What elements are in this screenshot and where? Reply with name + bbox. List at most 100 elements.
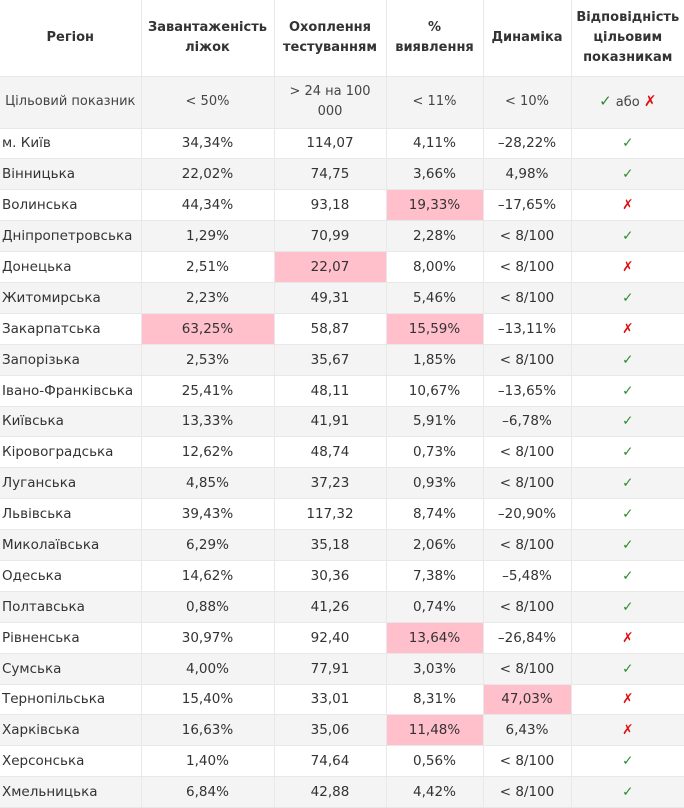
value-cell: < 8/100 xyxy=(483,653,572,685)
value-cell: 7,38% xyxy=(386,560,484,592)
value-cell: < 8/100 xyxy=(483,529,572,561)
value-cell: 74,75 xyxy=(274,158,387,191)
compliance-cell: ✓ xyxy=(571,745,684,778)
value-cell: 58,87 xyxy=(274,313,387,345)
value-cell: 2,06% xyxy=(386,529,484,561)
header-cell: Відповідність цільовим показникам xyxy=(571,0,684,77)
value-cell: 8,00% xyxy=(386,251,484,283)
value-cell: 25,41% xyxy=(141,375,275,407)
value-cell: 3,66% xyxy=(386,158,484,191)
value-cell: 2,53% xyxy=(141,344,275,376)
value-cell: 10,67% xyxy=(386,375,484,407)
compliance-cell: ✗ xyxy=(571,714,684,747)
compliance-cell: ✓ xyxy=(571,220,684,253)
region-cell: Житомирська xyxy=(0,282,142,314)
compliance-cell: ✓ xyxy=(571,158,684,191)
table-row: Кіровоградська 12,62% 48,74 0,73% < 8/100 ✓ xyxy=(0,436,684,469)
value-cell: 49,31 xyxy=(274,282,387,314)
target-value: < 11% xyxy=(386,76,484,129)
table-row: Херсонська 1,40% 74,64 0,56% < 8/100 ✓ xyxy=(0,745,684,778)
compliance-cell: ✓ xyxy=(571,653,684,685)
value-cell: 30,36 xyxy=(274,560,387,592)
region-cell: Миколаївська xyxy=(0,529,142,561)
value-cell: 12,62% xyxy=(141,436,275,469)
compliance-cell: ✗ xyxy=(571,313,684,345)
value-cell: < 8/100 xyxy=(483,745,572,778)
region-cell: Луганська xyxy=(0,467,142,500)
region-cell: Херсонська xyxy=(0,745,142,778)
value-cell: < 8/100 xyxy=(483,776,572,808)
compliance-cell: ✓ xyxy=(571,282,684,314)
value-cell: 0,73% xyxy=(386,436,484,469)
value-cell: 1,29% xyxy=(141,220,275,253)
value-cell: 11,48% xyxy=(386,714,484,747)
compliance-cell: ✓ xyxy=(571,591,684,623)
value-cell: 92,40 xyxy=(274,622,387,654)
value-cell: < 8/100 xyxy=(483,467,572,500)
value-cell: 4,98% xyxy=(483,158,572,191)
target-compliance: ✓ або ✗ xyxy=(571,76,684,129)
compliance-cell: ✗ xyxy=(571,622,684,654)
value-cell: 6,43% xyxy=(483,714,572,747)
value-cell: 19,33% xyxy=(386,189,484,222)
value-cell: 6,29% xyxy=(141,529,275,561)
value-cell: 0,88% xyxy=(141,591,275,623)
value-cell: 2,23% xyxy=(141,282,275,314)
compliance-cell: ✓ xyxy=(571,375,684,407)
region-cell: Кіровоградська xyxy=(0,436,142,469)
compliance-cell: ✓ xyxy=(571,529,684,561)
value-cell: < 8/100 xyxy=(483,436,572,469)
region-cell: Закарпатська xyxy=(0,313,142,345)
value-cell: 4,00% xyxy=(141,653,275,685)
compliance-cell: ✓ xyxy=(571,498,684,531)
value-cell: 44,34% xyxy=(141,189,275,222)
value-cell: 37,23 xyxy=(274,467,387,500)
table-row: Вінницька 22,02% 74,75 3,66% 4,98% ✓ xyxy=(0,158,684,191)
region-cell: Львівська xyxy=(0,498,142,531)
value-cell: 0,74% xyxy=(386,591,484,623)
value-cell: 34,34% xyxy=(141,128,275,160)
table-row: Тернопільська 15,40% 33,01 8,31% 47,03% ✗ xyxy=(0,684,684,716)
value-cell: 5,46% xyxy=(386,282,484,314)
value-cell: 63,25% xyxy=(141,313,275,345)
value-cell: 22,02% xyxy=(141,158,275,191)
value-cell: 2,28% xyxy=(386,220,484,253)
region-cell: Дніпропетровська xyxy=(0,220,142,253)
table-row: Івано-Франківська 25,41% 48,11 10,67% –13,65… xyxy=(0,375,684,407)
compliance-cell: ✓ xyxy=(571,406,684,438)
table-row: Запорізька 2,53% 35,67 1,85% < 8/100 ✓ xyxy=(0,344,684,376)
region-cell: Полтавська xyxy=(0,591,142,623)
value-cell: 30,97% xyxy=(141,622,275,654)
region-cell: м. Київ xyxy=(0,128,142,160)
table-row: Донецька 2,51% 22,07 8,00% < 8/100 ✗ xyxy=(0,251,684,283)
table-row: Закарпатська 63,25% 58,87 15,59% –13,11% ✗ xyxy=(0,313,684,345)
header-cell: Динаміка xyxy=(483,0,572,77)
table-row: Дніпропетровська 1,29% 70,99 2,28% < 8/100 ✓ xyxy=(0,220,684,253)
table-row: Хмельницька 6,84% 42,88 4,42% < 8/100 ✓ xyxy=(0,776,684,808)
region-cell: Волинська xyxy=(0,189,142,222)
target-label: Цільовий показник xyxy=(0,76,142,129)
region-cell: Вінницька xyxy=(0,158,142,191)
region-cell: Донецька xyxy=(0,251,142,283)
header-cell: Охоплення тестуванням xyxy=(274,0,387,77)
region-cell: Хмельницька xyxy=(0,776,142,808)
value-cell: 16,63% xyxy=(141,714,275,747)
value-cell: 33,01 xyxy=(274,684,387,716)
value-cell: 1,85% xyxy=(386,344,484,376)
value-cell: 14,62% xyxy=(141,560,275,592)
table-row: Харківська 16,63% 35,06 11,48% 6,43% ✗ xyxy=(0,714,684,747)
table-row: Волинська 44,34% 93,18 19,33% –17,65% ✗ xyxy=(0,189,684,222)
compliance-cell: ✓ xyxy=(571,128,684,160)
compliance-cell: ✗ xyxy=(571,251,684,283)
region-cell: Івано-Франківська xyxy=(0,375,142,407)
value-cell: 4,85% xyxy=(141,467,275,500)
region-cell: Тернопільська xyxy=(0,684,142,716)
value-cell: 48,74 xyxy=(274,436,387,469)
value-cell: 117,32 xyxy=(274,498,387,531)
table-row: Одеська 14,62% 30,36 7,38% –5,48% ✓ xyxy=(0,560,684,592)
table-row: Рівненська 30,97% 92,40 13,64% –26,84% ✗ xyxy=(0,622,684,654)
value-cell: –26,84% xyxy=(483,622,572,654)
value-cell: 6,84% xyxy=(141,776,275,808)
